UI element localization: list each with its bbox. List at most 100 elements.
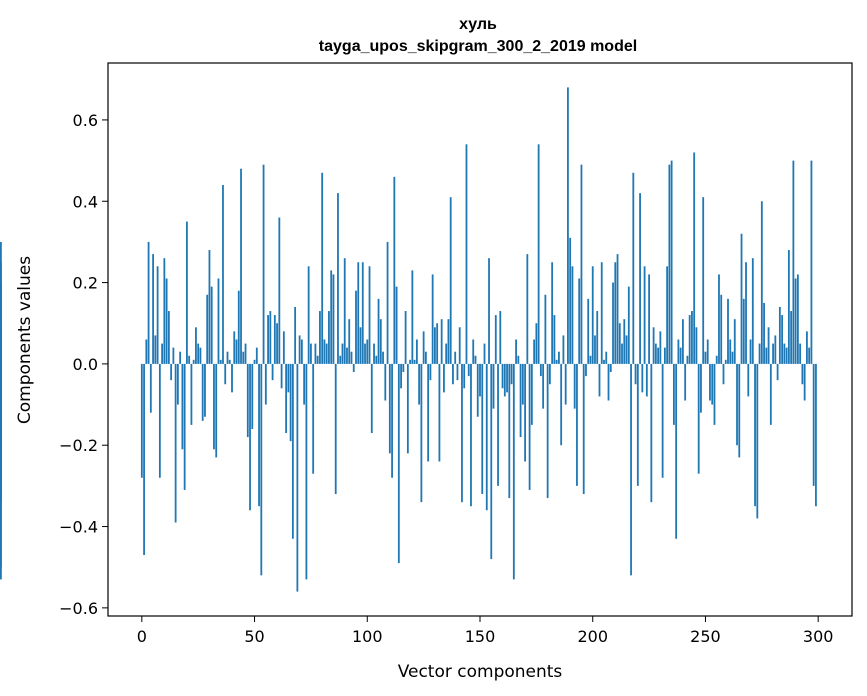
bar-97 (359, 327, 362, 364)
bar-203 (598, 363, 601, 397)
bar-111 (391, 363, 393, 478)
bar-236 (672, 363, 675, 425)
bar-199 (589, 355, 592, 364)
bar-159 (499, 311, 502, 364)
bar-59 (273, 315, 276, 364)
bar-272 (754, 363, 756, 507)
bar-42 (235, 339, 238, 364)
bar-34 (217, 278, 220, 364)
bar-25 (197, 343, 200, 364)
bar-68 (294, 306, 297, 364)
bar-99 (364, 343, 366, 364)
bar-19 (183, 363, 186, 490)
bar-259 (724, 359, 727, 364)
bar-171 (526, 254, 529, 364)
bar-217 (630, 363, 632, 576)
bar-series (0, 87, 817, 592)
bar-142 (461, 363, 463, 503)
bar-216 (627, 286, 630, 364)
bar-192 (573, 363, 576, 409)
bar-8 (158, 363, 161, 478)
bar-135 (445, 343, 448, 364)
y-tick-label: −0.2 (59, 436, 98, 455)
bar-83 (328, 311, 330, 364)
bar-128 (429, 363, 432, 381)
bar-0 (140, 363, 143, 478)
bar-193 (576, 363, 578, 486)
bar-156 (492, 363, 495, 409)
bar-102 (370, 363, 373, 434)
bar-184 (555, 359, 558, 364)
bar-296 (808, 347, 811, 364)
bar-205 (603, 359, 605, 364)
bar-180 (546, 363, 549, 499)
bar-245 (693, 152, 696, 364)
bar-96 (357, 262, 360, 364)
bar-162 (506, 363, 508, 393)
bar-190 (569, 237, 572, 364)
bar-136 (447, 319, 450, 364)
bar-91 (346, 347, 348, 364)
bar-37 (224, 363, 227, 385)
bar-95 (355, 290, 357, 364)
bar-69 (296, 363, 299, 592)
bar-65 (287, 363, 290, 393)
bar-214 (623, 319, 626, 364)
bar-154 (488, 258, 490, 364)
bar-127 (427, 363, 430, 462)
bar-2 (145, 339, 148, 364)
bar-48 (249, 363, 251, 511)
bar-148 (474, 355, 477, 364)
bar-79 (319, 311, 321, 364)
y-axis-label: Components values (15, 256, 35, 424)
bar-27 (201, 363, 204, 421)
bar-183 (553, 315, 556, 364)
bar-207 (607, 363, 610, 401)
bar-126 (424, 351, 427, 364)
bar-267 (742, 298, 745, 364)
bar-118 (406, 363, 409, 454)
bar-227 (652, 327, 655, 364)
bar-46 (244, 343, 247, 364)
bar-208 (609, 363, 612, 373)
bar-53 (260, 363, 263, 576)
bar-89 (341, 343, 344, 364)
bar-87 (337, 193, 339, 364)
bar-247 (697, 363, 700, 474)
bar-52 (258, 363, 260, 507)
bar-173 (530, 363, 533, 425)
bar-22 (190, 363, 193, 425)
bar-70 (298, 335, 301, 364)
bar-137 (449, 197, 452, 364)
x-tick-label: 0 (137, 627, 147, 646)
bar-223 (643, 266, 646, 364)
y-tick-label: 0.2 (73, 274, 98, 293)
bar-101 (368, 266, 371, 364)
bar-228 (654, 343, 657, 364)
bar-239 (679, 347, 682, 364)
bar-57 (269, 311, 272, 364)
bar-123 (418, 363, 421, 405)
bar-undefined (0, 363, 2, 474)
bar-226 (650, 363, 653, 503)
bar-93 (350, 351, 353, 364)
bar-84 (330, 270, 333, 364)
bar-277 (765, 347, 768, 364)
x-axis-label: Vector components (398, 662, 563, 682)
bar-107 (382, 351, 384, 364)
bar-283 (778, 306, 781, 364)
bar-28 (204, 363, 206, 417)
bar-20 (186, 221, 188, 364)
bar-88 (339, 355, 342, 364)
bar-77 (314, 343, 317, 364)
bar-285 (783, 343, 786, 364)
bar-268 (745, 262, 747, 364)
bar-132 (438, 363, 441, 462)
bar-105 (377, 298, 380, 364)
bar-176 (537, 144, 540, 364)
bar-165 (512, 363, 515, 580)
bar-282 (776, 363, 779, 381)
bar-237 (675, 363, 678, 539)
bar-198 (587, 298, 590, 364)
bar-33 (215, 363, 218, 458)
